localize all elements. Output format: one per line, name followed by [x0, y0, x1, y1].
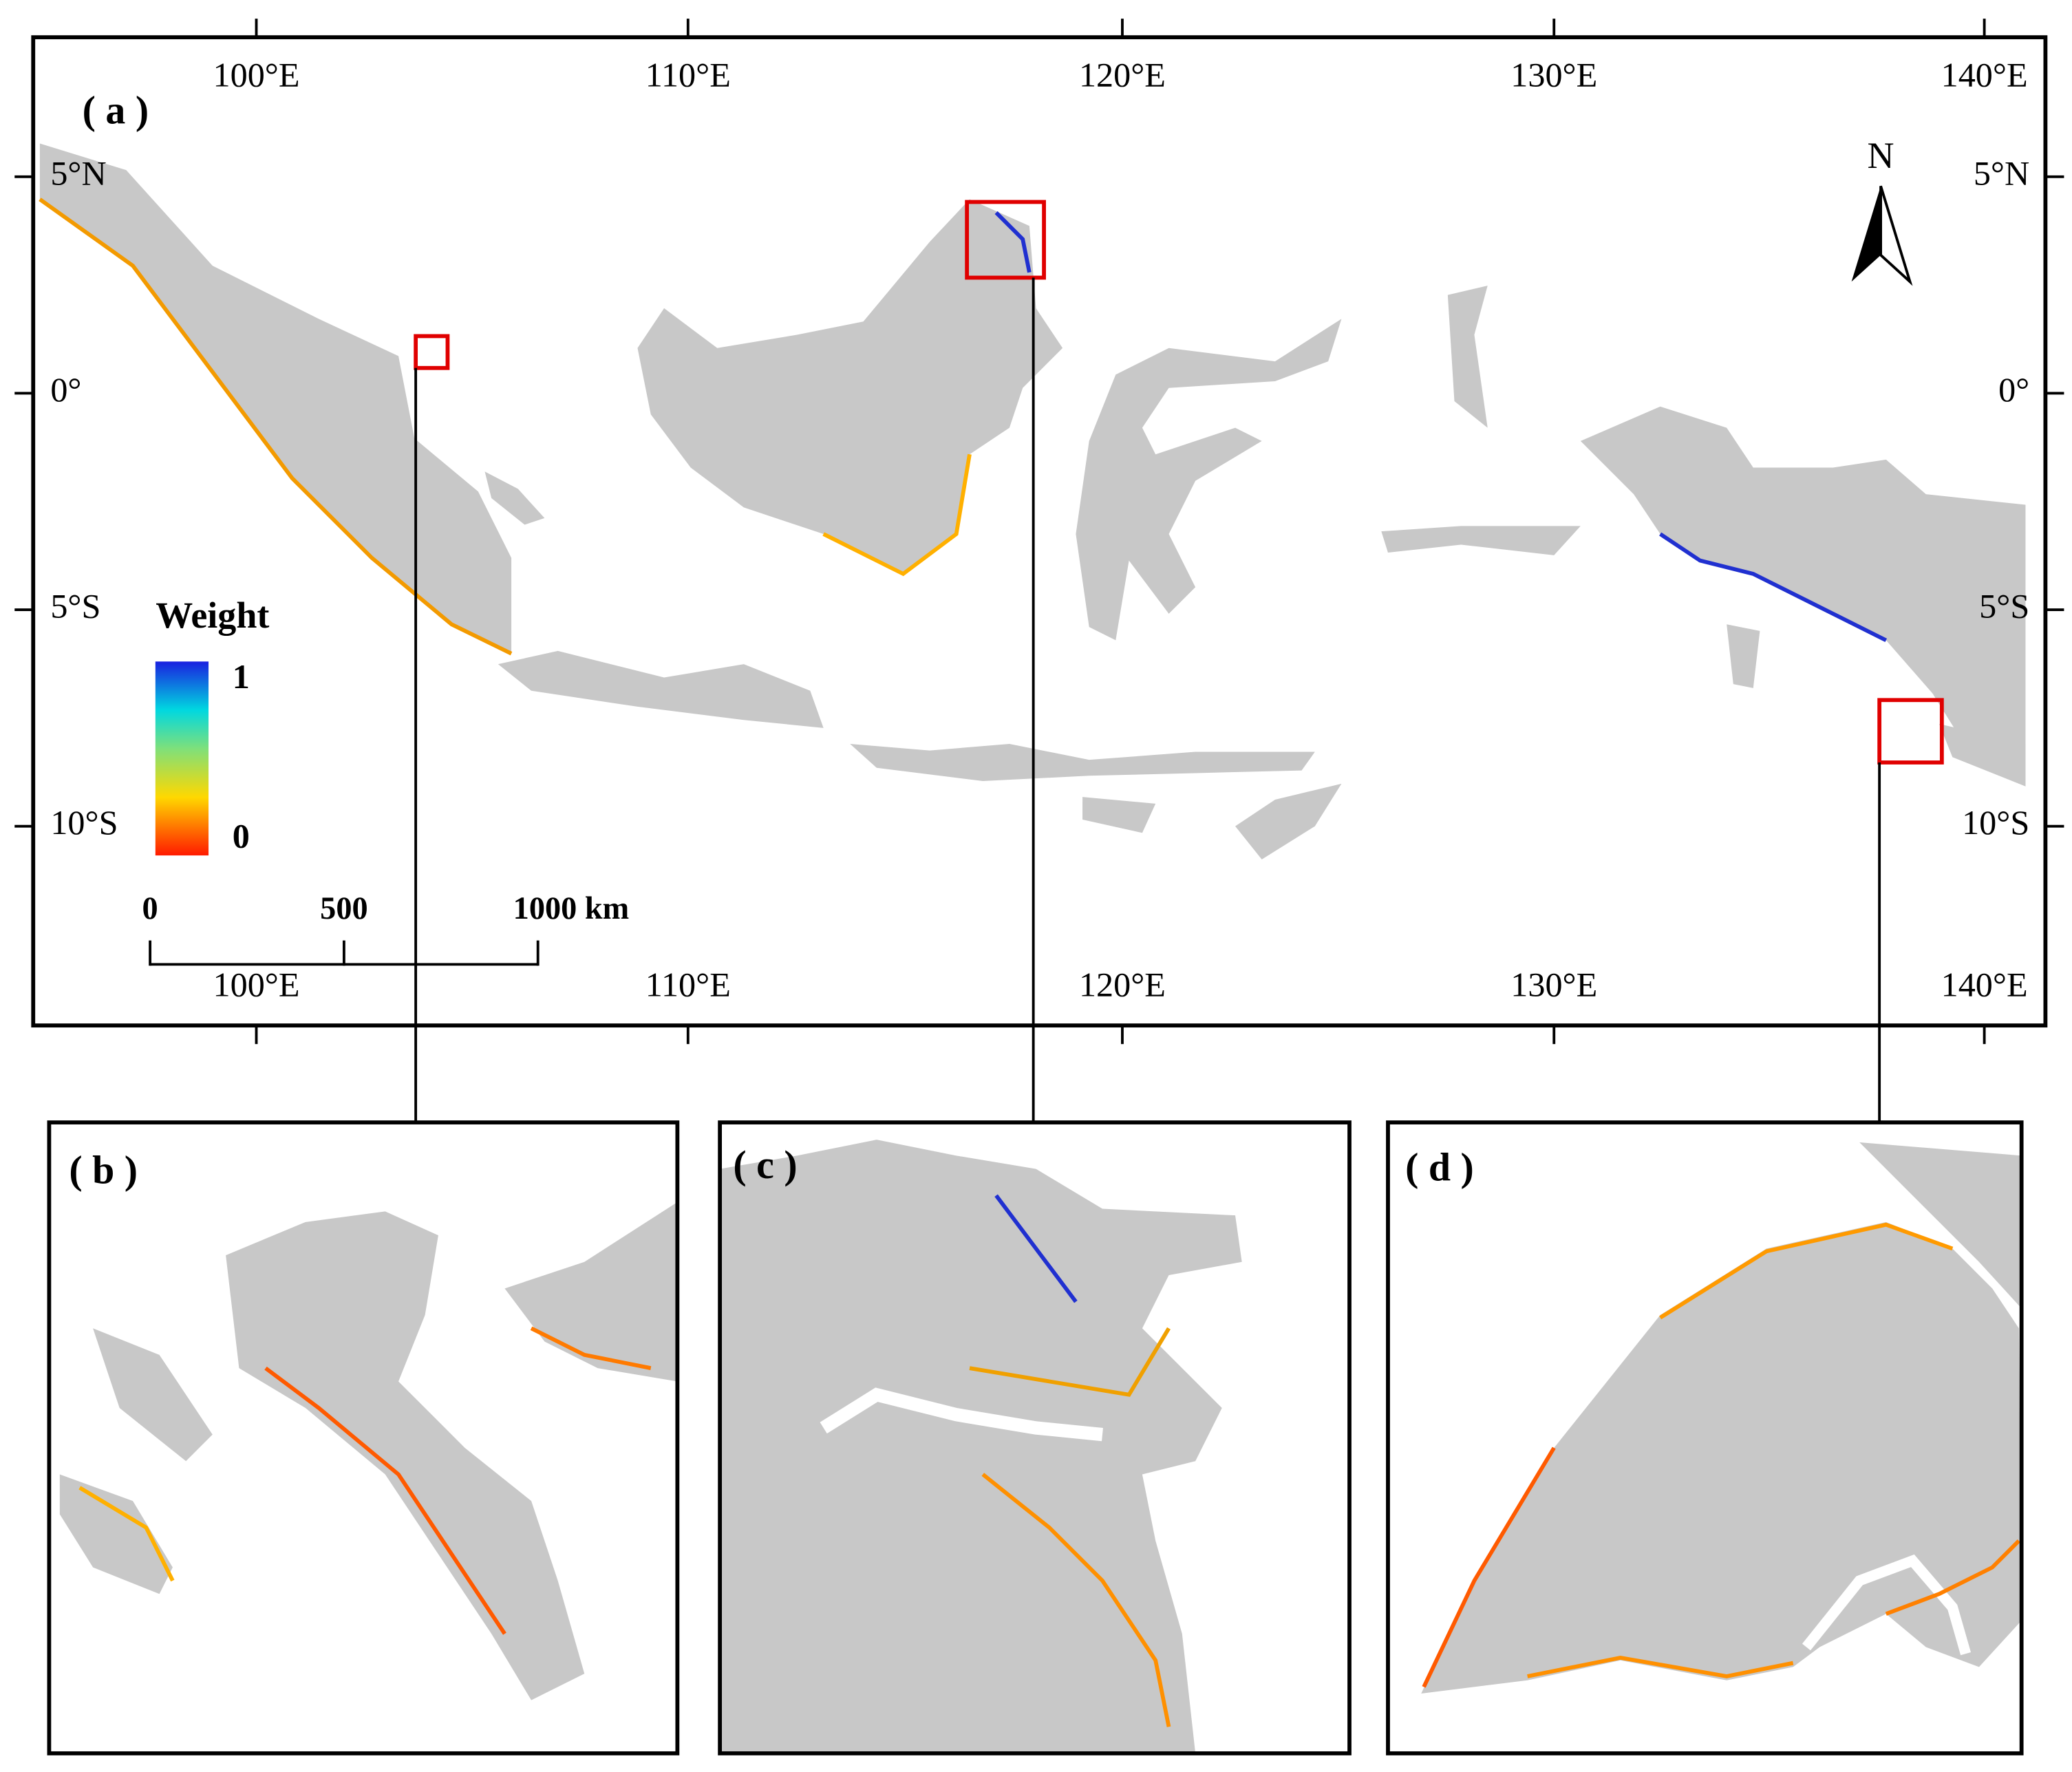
lat-label: 10°S: [1962, 803, 2029, 842]
lat-label: 0°: [50, 370, 81, 409]
lon-label: 140°E: [1941, 55, 2028, 94]
north-arrow: [1879, 185, 1913, 286]
inset-c-land: [720, 1140, 1242, 1753]
north-label: N: [1868, 135, 1894, 176]
lon-label: 130°E: [1510, 965, 1597, 1004]
lat-label: 0°: [1998, 370, 2029, 409]
lon-labels-top: 100°E 110°E 120°E 130°E 140°E: [213, 55, 2028, 94]
panel-b-frame: [47, 1120, 680, 1755]
scale-label: 500: [320, 891, 367, 926]
scale-bar: 0 500 1000 km: [142, 891, 630, 966]
lon-label: 110°E: [645, 55, 731, 94]
inset-d-land: [1421, 1142, 2022, 1694]
legend-title: Weight: [156, 595, 269, 636]
lon-label: 100°E: [213, 55, 300, 94]
panel-label: ( a ): [83, 87, 149, 132]
zoom-box: [965, 200, 1046, 280]
lat-labels-right: 5°N 0° 5°S 10°S: [1962, 153, 2029, 842]
panel-d-frame: [1386, 1120, 2024, 1755]
lon-labels-bottom: 100°E 110°E 120°E 130°E 140°E: [213, 965, 2028, 1004]
colorbar: [155, 661, 209, 856]
north-arrow: [1851, 186, 1881, 282]
zoom-box: [1877, 698, 1944, 765]
lat-label: 5°S: [1979, 587, 2029, 626]
panel-label: ( c ): [733, 1142, 797, 1187]
scale-label: 0: [142, 891, 158, 926]
panel-a-frame: [31, 35, 2048, 1028]
lon-label: 140°E: [1941, 965, 2028, 1004]
lon-label: 120°E: [1079, 965, 1166, 1004]
lat-label: 10°S: [50, 803, 118, 842]
zoom-box: [414, 334, 450, 370]
lon-label: 130°E: [1510, 55, 1597, 94]
panel-label: ( b ): [69, 1148, 138, 1193]
legend-min: 0: [233, 816, 250, 855]
lat-label: 5°N: [50, 153, 106, 192]
inset-b-land: [59, 1202, 678, 1700]
scale-label: 1000 km: [513, 891, 630, 926]
lat-label: 5°N: [1974, 153, 2029, 192]
land: [39, 143, 2026, 860]
lat-label: 5°S: [50, 587, 100, 626]
lat-labels-left: 5°N 0° 5°S 10°S: [50, 153, 118, 842]
panel-label: ( d ): [1405, 1145, 1474, 1190]
panel-c-frame: [718, 1120, 1352, 1755]
lon-label: 100°E: [213, 965, 300, 1004]
ticks: [14, 19, 2064, 1045]
legend-max: 1: [233, 657, 250, 696]
lon-label: 120°E: [1079, 55, 1166, 94]
lon-label: 110°E: [645, 965, 731, 1004]
